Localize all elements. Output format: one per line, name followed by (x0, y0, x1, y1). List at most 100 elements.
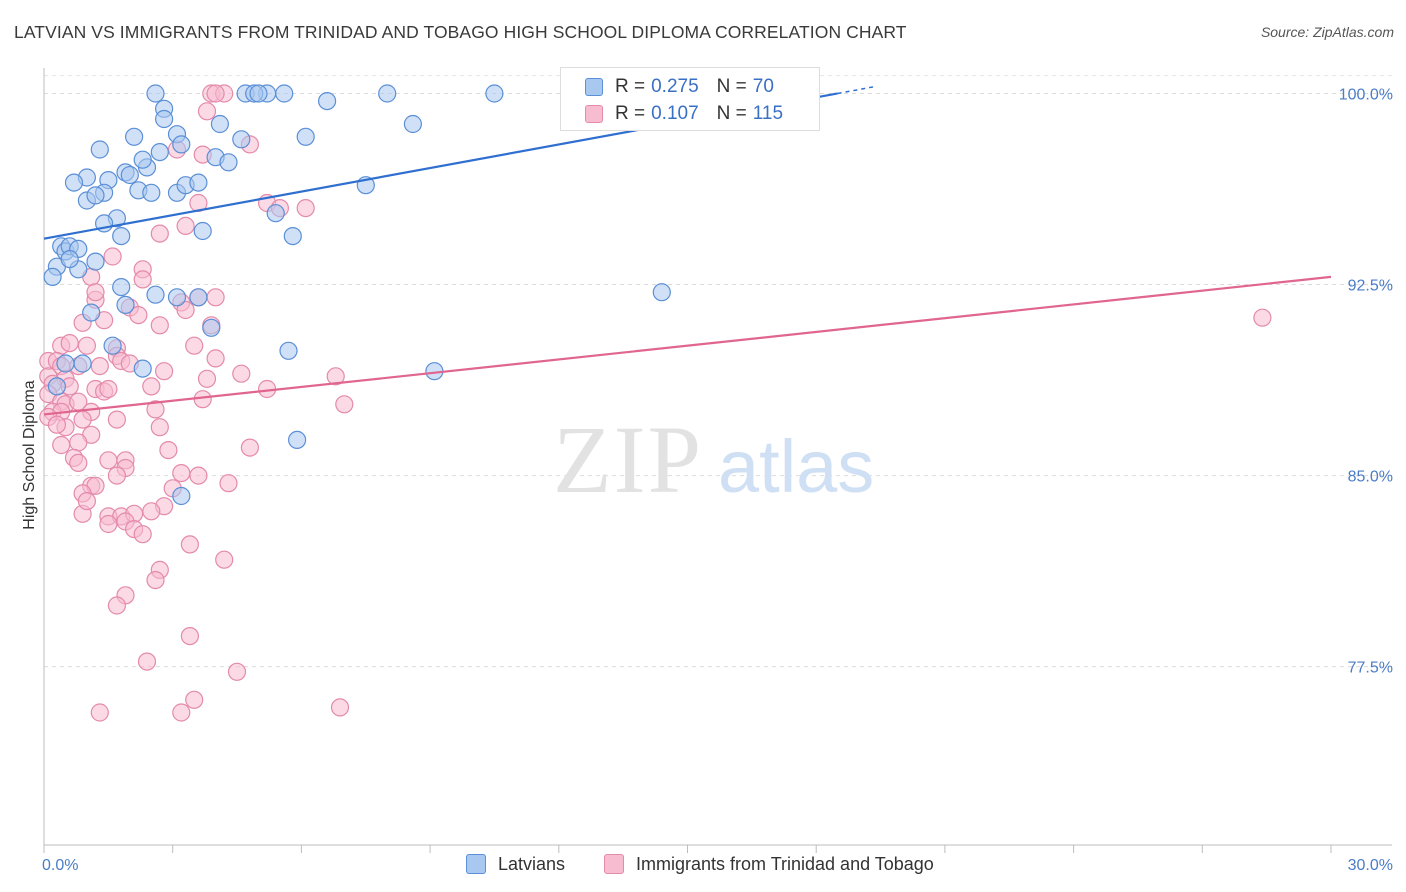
tt-point-74 (107, 466, 127, 485)
latvian-point-52 (652, 283, 671, 302)
x-tick-label-0: 0.0% (42, 857, 78, 874)
latvian-point-12 (125, 127, 144, 146)
latvian-point-7 (485, 84, 504, 103)
tt-points (39, 84, 1272, 722)
tt-point-90 (180, 535, 199, 554)
tt-point-96 (180, 626, 199, 646)
bottom-latvian-label: Latvians (498, 853, 566, 874)
tt-point-64 (150, 418, 169, 437)
tt-point-103 (1253, 308, 1272, 327)
latvian-point-18 (172, 135, 191, 154)
legend-row-latvian: R = 0.275 N = 70 (585, 75, 774, 99)
tt-r-value: 0.107 (651, 103, 699, 124)
latvian-trend-extension (837, 85, 877, 95)
bottom-legend-latvian: Latvians (466, 852, 565, 876)
tt-point-33 (206, 349, 225, 368)
latvian-point-26 (120, 165, 139, 185)
latvian-point-29 (142, 183, 161, 202)
latvian-point-9 (318, 91, 337, 111)
bottom-latvian-swatch (466, 854, 486, 874)
tt-point-66 (69, 433, 88, 452)
latvian-n-label: N = (716, 76, 747, 97)
y-axis-title: High School Diploma (21, 380, 38, 530)
tt-n-label: N = (716, 103, 747, 124)
tt-point-15 (133, 270, 152, 289)
latvian-point-14 (232, 130, 251, 149)
tt-point-98 (227, 662, 247, 681)
latvian-point-69 (56, 354, 75, 373)
tt-point-111 (142, 377, 161, 396)
tt-point-41 (326, 367, 345, 386)
tt-point-38 (90, 357, 109, 376)
tt-point-105 (99, 379, 118, 399)
tt-point-68 (159, 441, 178, 460)
tt-point-75 (172, 464, 191, 483)
chart-title: LATVIAN VS IMMIGRANTS FROM TRINIDAD AND … (14, 22, 907, 42)
latvian-point-51 (189, 288, 208, 307)
latvian-point-53 (116, 295, 135, 314)
latvian-point-50 (167, 288, 187, 307)
latvian-point-24 (64, 173, 84, 192)
latvian-point-48 (112, 278, 131, 297)
latvian-r-value: 0.275 (651, 76, 699, 97)
tt-point-114 (52, 435, 71, 455)
latvian-point-58 (133, 359, 152, 378)
tt-point-10 (296, 199, 315, 218)
watermark-atlas: atlas (718, 425, 874, 508)
tt-point-72 (69, 453, 88, 472)
y-tick-label-2: 85.0% (1348, 469, 1393, 486)
tt-point-109 (60, 334, 79, 353)
bottom-legend-tt: Immigrants from Trinidad and Tobago (604, 852, 934, 876)
latvian-point-6 (378, 84, 397, 103)
latvian-point-10 (403, 114, 422, 134)
latvian-point-15 (296, 127, 315, 146)
tt-point-44 (197, 369, 217, 388)
latvian-point-62 (47, 377, 67, 396)
tt-point-82 (142, 502, 161, 521)
tt-point-25 (150, 316, 169, 335)
latvian-point-0 (146, 84, 165, 103)
tt-point-100 (330, 698, 350, 717)
latvian-point-56 (103, 336, 122, 355)
tt-point-110 (86, 283, 105, 302)
tt-point-67 (240, 438, 259, 457)
tick-labels: 100.0% 92.5% 85.0% 77.5% 0.0% 30.0% (42, 86, 1393, 874)
x-tick-label-1: 30.0% (1348, 857, 1393, 874)
tt-point-97 (137, 652, 157, 671)
latvian-point-60 (288, 430, 307, 449)
latvian-points (43, 84, 671, 506)
tt-point-2 (206, 84, 225, 103)
tt-n-value: 115 (752, 103, 784, 124)
tt-point-77 (219, 474, 238, 493)
tt-swatch (585, 105, 603, 123)
latvian-point-16 (90, 140, 109, 159)
tt-point-99 (185, 690, 204, 709)
tt-point-11 (176, 216, 195, 235)
bottom-tt-label: Immigrants from Trinidad and Tobago (636, 853, 934, 874)
latvian-point-20 (219, 153, 238, 172)
tt-r-label: R = (615, 103, 646, 124)
latvian-point-66 (133, 150, 152, 169)
latvian-point-4 (249, 84, 268, 103)
latvian-point-57 (279, 341, 298, 360)
tt-point-23 (129, 306, 148, 325)
tt-point-3 (197, 102, 217, 121)
tt-point-88 (99, 514, 118, 534)
tt-point-12 (150, 224, 169, 243)
tt-point-55 (335, 395, 354, 414)
latvian-swatch (585, 78, 603, 96)
latvian-point-5 (275, 84, 294, 103)
y-tick-label-3: 77.5% (1348, 660, 1393, 677)
tt-point-28 (77, 336, 97, 355)
latvian-point-68 (189, 173, 208, 192)
tt-point-101 (90, 703, 109, 722)
latvian-point-38 (283, 227, 302, 246)
tt-trend-line (43, 275, 1332, 416)
latvian-point-65 (86, 186, 105, 205)
tt-point-93 (146, 570, 165, 590)
legend-row-tt: R = 0.107 N = 115 (585, 102, 783, 126)
tt-point-56 (146, 400, 165, 419)
y-tick-label-0: 100.0% (1339, 86, 1393, 103)
latvian-r-label: R = (615, 76, 646, 97)
latvian-point-44 (86, 252, 105, 271)
